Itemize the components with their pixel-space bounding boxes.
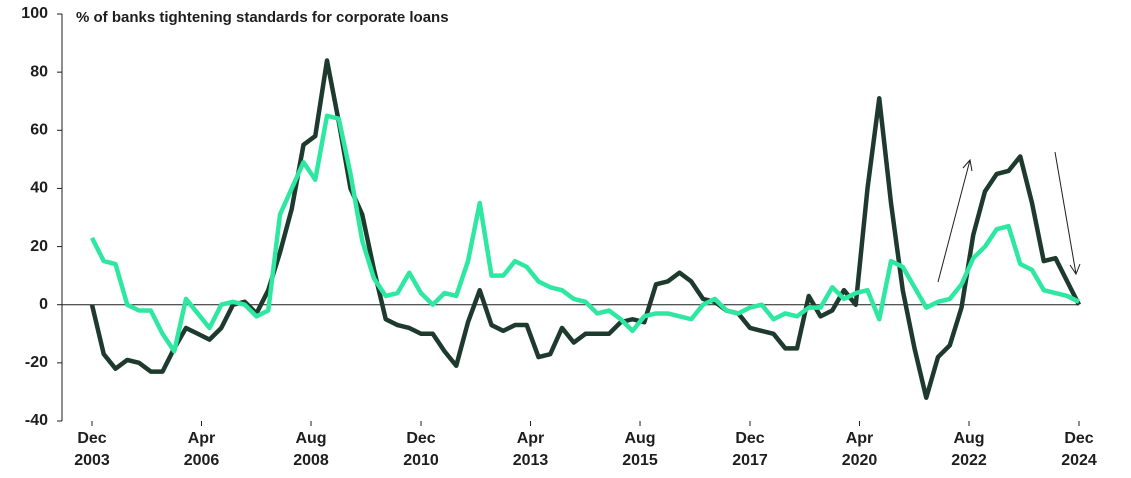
x-tick-label: Aug 2008 xyxy=(293,430,329,469)
x-tick-label: Dec 2024 xyxy=(1061,430,1097,469)
x-tick-label: Dec 2010 xyxy=(403,430,439,469)
arrow-head xyxy=(1069,263,1081,276)
x-tick-label: Aug 2015 xyxy=(622,430,658,469)
series-line xyxy=(89,113,1080,354)
y-tick-label: 40 xyxy=(30,180,48,197)
y-tick-label: 0 xyxy=(39,296,48,313)
x-tick-label: Apr 2020 xyxy=(841,430,878,469)
x-tick-label: Apr 2006 xyxy=(183,430,220,469)
x-tick-label: Apr 2013 xyxy=(512,430,549,469)
y-tick-label: -20 xyxy=(25,354,48,371)
y-tick-label: 80 xyxy=(30,63,48,80)
series-line xyxy=(89,58,1082,400)
arrow-up xyxy=(937,159,971,283)
y-tick-label: 20 xyxy=(30,238,48,255)
annotation-arrows xyxy=(937,151,1081,283)
arrow-down xyxy=(1054,151,1077,275)
chart-title: % of banks tightening standards for corp… xyxy=(76,9,449,26)
x-tick-label: Aug 2022 xyxy=(951,430,987,469)
x-tick-label: Dec 2017 xyxy=(732,430,768,469)
y-tick-label: -40 xyxy=(25,412,48,429)
y-tick-label: 60 xyxy=(30,122,48,139)
arrow-head xyxy=(962,158,973,172)
y-tick-label: 100 xyxy=(21,5,48,22)
x-tick-label: Dec 2003 xyxy=(74,430,110,469)
